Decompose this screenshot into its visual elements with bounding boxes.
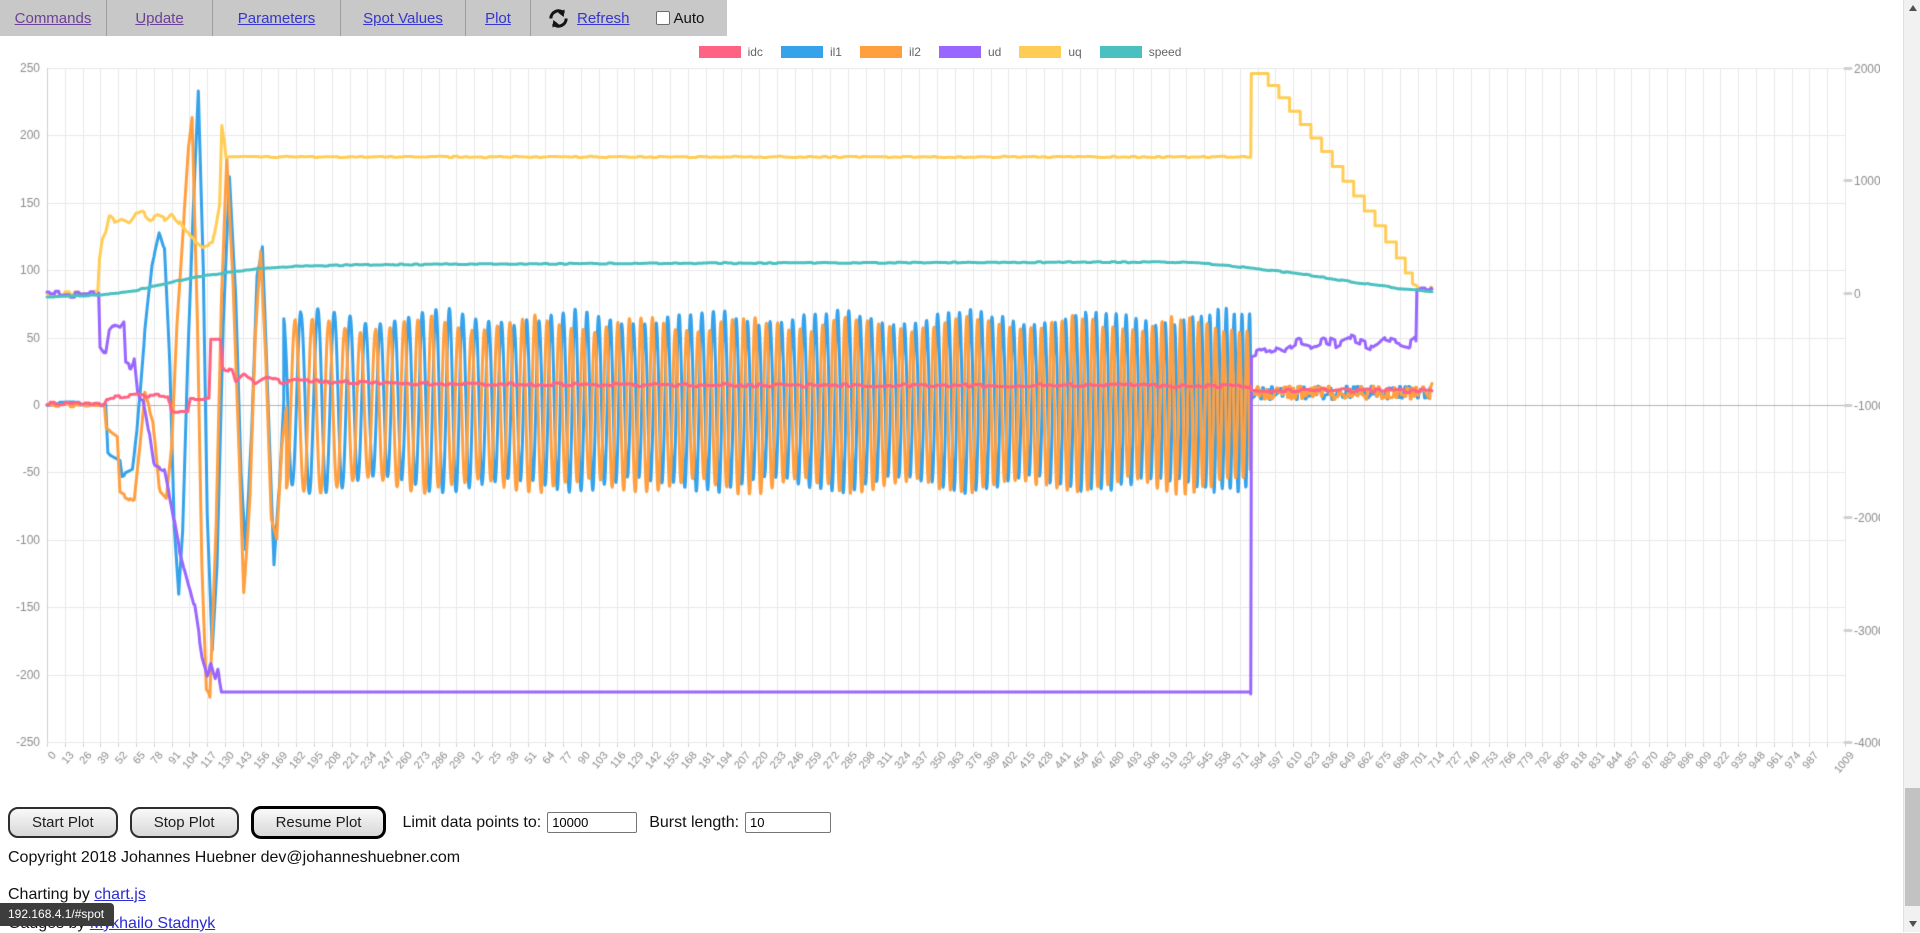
scrollbar-up-button[interactable] — [1904, 0, 1920, 16]
legend-swatch-idc — [699, 46, 741, 58]
status-url-tooltip: 192.168.4.1/#spot — [0, 903, 114, 926]
scroll-down-icon — [1909, 921, 1917, 927]
legend-item-il2[interactable]: il2 — [860, 45, 921, 59]
legend-item-ud[interactable]: ud — [939, 45, 1001, 59]
nav-link-spot-values[interactable]: Spot Values — [363, 10, 443, 27]
legend-swatch-speed — [1100, 46, 1142, 58]
scrollbar-thumb[interactable] — [1905, 788, 1920, 906]
legend-label-idc: idc — [748, 45, 763, 59]
limit-data-points-label: Limit data points to: — [402, 814, 541, 832]
legend-item-idc[interactable]: idc — [699, 45, 763, 59]
nav-link-update[interactable]: Update — [135, 10, 183, 27]
nav-link-plot[interactable]: Plot — [485, 10, 511, 27]
auto-checkbox-label: Auto — [674, 10, 705, 27]
legend-item-uq[interactable]: uq — [1019, 45, 1081, 59]
scroll-up-icon — [1909, 5, 1917, 11]
start-plot-button[interactable]: Start Plot — [8, 807, 118, 838]
nav-link-refresh[interactable]: Refresh — [577, 10, 630, 27]
nav-cell-spot-values[interactable]: Spot Values — [341, 0, 466, 36]
legend-swatch-il2 — [860, 46, 902, 58]
limit-data-points-input[interactable] — [547, 812, 637, 833]
legend-item-il1[interactable]: il1 — [781, 45, 842, 59]
nav-cell-plot[interactable]: Plot — [466, 0, 531, 36]
legend-swatch-ud — [939, 46, 981, 58]
legend-item-speed[interactable]: speed — [1100, 45, 1182, 59]
legend-label-speed: speed — [1149, 45, 1182, 59]
legend-swatch-uq — [1019, 46, 1061, 58]
scrollbar-down-button[interactable] — [1904, 916, 1920, 932]
chart-legend: idc il1 il2 ud uq speed — [0, 45, 1880, 59]
charting-by-text: Charting by — [8, 886, 94, 903]
resume-plot-button[interactable]: Resume Plot — [251, 806, 387, 839]
auto-checkbox[interactable] — [656, 11, 670, 25]
burst-length-input[interactable] — [745, 812, 831, 833]
navbar: Commands Update Parameters Spot Values P… — [0, 0, 727, 36]
legend-label-ud: ud — [988, 45, 1001, 59]
copyright-text: Copyright 2018 Johannes Huebner dev@joha… — [8, 849, 460, 867]
nav-cell-commands[interactable]: Commands — [0, 0, 107, 36]
legend-label-il1: il1 — [830, 45, 842, 59]
burst-length-label: Burst length: — [649, 814, 739, 832]
vertical-scrollbar[interactable] — [1903, 0, 1920, 932]
nav-cell-parameters[interactable]: Parameters — [213, 0, 341, 36]
nav-link-parameters[interactable]: Parameters — [238, 10, 316, 27]
legend-label-il2: il2 — [909, 45, 921, 59]
charting-by-line: Charting by chart.js — [8, 886, 146, 904]
legend-label-uq: uq — [1068, 45, 1081, 59]
nav-cell-update[interactable]: Update — [107, 0, 213, 36]
plot-controls: Start Plot Stop Plot Resume Plot Limit d… — [8, 806, 831, 839]
plot-canvas[interactable] — [0, 36, 1880, 804]
chartjs-link[interactable]: chart.js — [94, 886, 146, 903]
nav-cell-refresh: Refresh Auto — [531, 0, 727, 36]
stop-plot-button[interactable]: Stop Plot — [130, 807, 239, 838]
legend-swatch-il1 — [781, 46, 823, 58]
nav-link-commands[interactable]: Commands — [15, 10, 92, 27]
refresh-icon[interactable] — [547, 7, 570, 30]
